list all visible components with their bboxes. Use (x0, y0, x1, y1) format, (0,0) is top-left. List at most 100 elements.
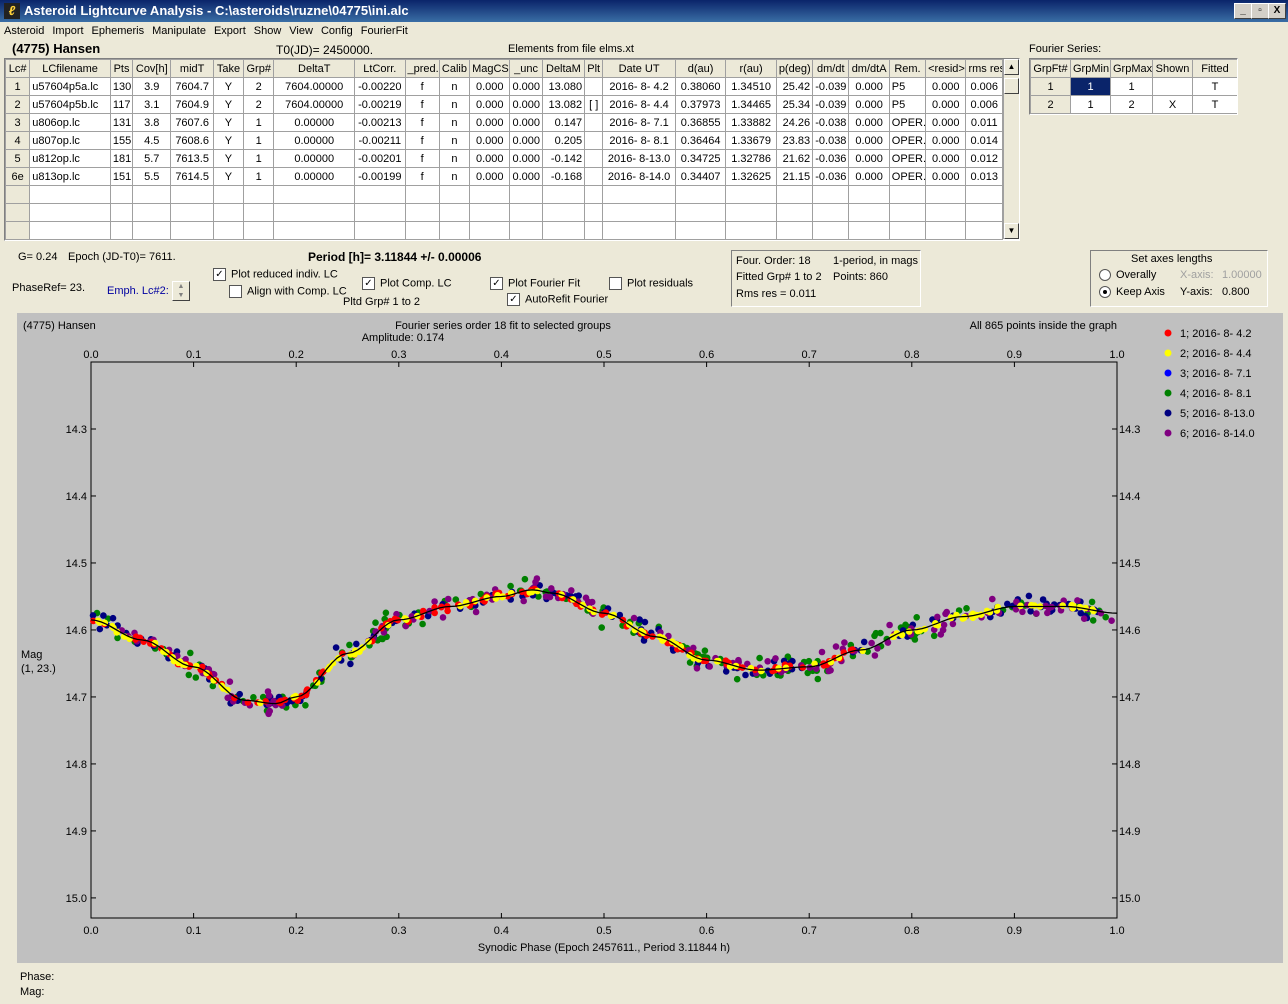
table-cell[interactable]: -0.168 (541, 167, 586, 186)
table-cell[interactable]: 0.000 (469, 131, 511, 150)
table-cell[interactable]: -0.038 (812, 113, 850, 132)
table-cell[interactable]: 0.34407 (674, 167, 727, 186)
row-header[interactable]: 5 (5, 149, 31, 168)
column-header[interactable]: DeltaM (541, 59, 586, 78)
menu-config[interactable]: Config (320, 25, 353, 37)
table-cell[interactable]: -0.039 (812, 95, 850, 114)
lightcurve-table[interactable]: Lc# LCfilename Pts Cov[h] midT Take Grp# DeltaT… (4, 58, 1020, 241)
x-axis-value[interactable]: 1.00000 (1222, 269, 1262, 281)
table-cell[interactable]: 7604.00000 (273, 77, 356, 96)
menu-show[interactable]: Show (253, 25, 282, 37)
table-cell[interactable]: u57604p5b.lc (29, 95, 111, 114)
menu-import[interactable]: Import (52, 25, 84, 37)
table-cell[interactable]: -0.038 (812, 131, 850, 150)
close-button[interactable]: X (1268, 3, 1286, 19)
align-comp-checkbox[interactable]: Align with Comp. LC (229, 285, 347, 298)
table-cell[interactable] (584, 131, 604, 150)
table-cell[interactable]: 0.000 (509, 95, 543, 114)
column-header[interactable]: Pts (109, 59, 134, 78)
table-cell[interactable]: 0.000 (925, 149, 967, 168)
column-header[interactable]: p(deg) (775, 59, 814, 78)
table-cell[interactable]: 3.1 (132, 95, 172, 114)
table-cell[interactable]: 0.000 (848, 113, 890, 132)
table-cell[interactable]: 131 (109, 113, 134, 132)
table-cell[interactable]: 0.000 (509, 77, 543, 96)
scroll-up-icon[interactable]: ▲ (1004, 59, 1019, 75)
table-cell[interactable]: u807op.lc (29, 131, 111, 150)
fourier-cell[interactable]: 1 (1070, 77, 1111, 96)
table-cell[interactable]: P5 (888, 95, 927, 114)
table-row[interactable]: 2 u57604p5b.lc 117 3.1 7604.9 Y 2 7604.00000 -0.… (5, 95, 1003, 114)
column-header[interactable]: _pred. (404, 59, 440, 78)
table-cell[interactable]: -0.00201 (354, 149, 406, 168)
table-cell[interactable]: Y (212, 95, 245, 114)
column-header[interactable]: Rem. (888, 59, 927, 78)
table-cell[interactable]: 0.000 (469, 167, 511, 186)
table-cell[interactable]: Y (212, 149, 245, 168)
table-cell[interactable]: f (404, 95, 440, 114)
table-cell[interactable]: 0.000 (469, 95, 511, 114)
menu-ephemeris[interactable]: Ephemeris (91, 25, 145, 37)
table-cell[interactable]: -0.00219 (354, 95, 406, 114)
table-cell[interactable]: 1.33882 (725, 113, 777, 132)
fourier-cell[interactable]: X (1152, 95, 1193, 114)
table-cell[interactable]: 0.00000 (273, 131, 356, 150)
scroll-thumb[interactable] (1004, 78, 1019, 94)
table-cell[interactable]: n (438, 131, 471, 150)
table-cell[interactable]: 1 (243, 167, 275, 186)
table-cell[interactable]: 0.000 (469, 77, 511, 96)
table-cell[interactable]: 1 (243, 131, 275, 150)
table-cell[interactable]: f (404, 113, 440, 132)
plot-comp-checkbox[interactable]: ✓ Plot Comp. LC (362, 277, 452, 290)
table-cell[interactable]: 181 (109, 149, 134, 168)
column-header[interactable]: MagCS (469, 59, 511, 78)
table-cell[interactable]: 0.37973 (674, 95, 727, 114)
table-cell[interactable]: n (438, 95, 471, 114)
table-cell[interactable]: 0.147 (541, 113, 586, 132)
menu-fourierfit[interactable]: FourierFit (360, 25, 408, 37)
table-cell[interactable]: 0.006 (965, 77, 1003, 96)
table-cell[interactable]: 0.000 (848, 131, 890, 150)
row-header[interactable]: 1 (5, 77, 31, 96)
y-axis-value[interactable]: 0.800 (1222, 286, 1250, 298)
column-header[interactable]: midT (170, 59, 214, 78)
table-cell[interactable]: 0.34725 (674, 149, 727, 168)
table-cell[interactable]: 0.011 (965, 113, 1003, 132)
fourier-cell[interactable]: 1 (1070, 95, 1111, 114)
table-cell[interactable]: n (438, 167, 471, 186)
column-header[interactable]: Date UT (602, 59, 676, 78)
column-header[interactable]: LCfilename (29, 59, 111, 78)
table-cell[interactable]: [ ] (584, 95, 604, 114)
table-cell[interactable]: P5 (888, 77, 927, 96)
table-cell[interactable]: 0.000 (925, 113, 967, 132)
table-cell[interactable]: Y (212, 77, 245, 96)
menu-export[interactable]: Export (213, 25, 246, 37)
column-header[interactable]: r(au) (725, 59, 777, 78)
table-cell[interactable]: 0.000 (848, 95, 890, 114)
fourier-cell[interactable]: T (1192, 77, 1237, 96)
fourier-cell[interactable]: T (1192, 95, 1237, 114)
table-cell[interactable]: 151 (109, 167, 134, 186)
table-cell[interactable]: 7614.5 (170, 167, 214, 186)
table-cell[interactable]: 1.34465 (725, 95, 777, 114)
table-cell[interactable]: OPER. (888, 167, 927, 186)
table-cell[interactable] (584, 77, 604, 96)
table-cell[interactable]: 0.000 (848, 77, 890, 96)
table-cell[interactable]: -0.00199 (354, 167, 406, 186)
table-cell[interactable]: 0.006 (965, 95, 1003, 114)
table-cell[interactable]: 1.33679 (725, 131, 777, 150)
table-cell[interactable]: 2016- 8- 4.4 (602, 95, 676, 114)
emph-spinner[interactable]: ▲ ▼ (172, 281, 190, 301)
table-cell[interactable]: u812op.lc (29, 149, 111, 168)
row-header[interactable]: 2 (5, 95, 31, 114)
overally-radio[interactable]: Overally (1099, 269, 1156, 282)
table-cell[interactable]: 1 (243, 149, 275, 168)
table-cell[interactable]: 1.34510 (725, 77, 777, 96)
table-cell[interactable]: 0.00000 (273, 113, 356, 132)
table-cell[interactable]: 2016- 8-13.0 (602, 149, 676, 168)
table-cell[interactable]: Y (212, 113, 245, 132)
lightcurve-chart[interactable]: (4775) Hansen Fourier series order 18 fi… (17, 313, 1283, 963)
table-cell[interactable]: f (404, 131, 440, 150)
table-cell[interactable]: 13.080 (541, 77, 586, 96)
